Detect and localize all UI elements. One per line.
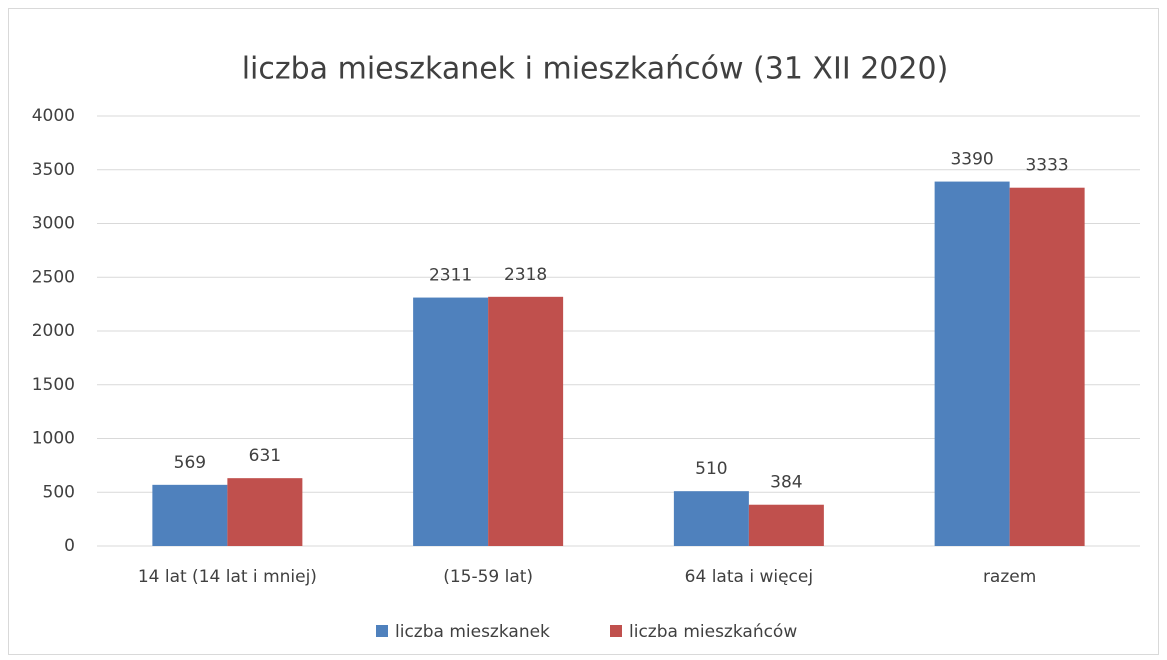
y-tick-label: 2500 xyxy=(32,267,75,287)
data-label: 510 xyxy=(695,459,727,479)
data-label: 3390 xyxy=(950,150,993,170)
y-tick-label: 2000 xyxy=(32,321,75,341)
y-tick-label: 3000 xyxy=(32,214,75,234)
legend-swatch xyxy=(376,625,388,637)
x-tick-label: 64 lata i więcej xyxy=(685,567,813,587)
bar xyxy=(1009,187,1085,546)
bar xyxy=(934,181,1010,546)
data-label: 384 xyxy=(770,473,802,493)
bar xyxy=(227,478,303,546)
bar xyxy=(748,504,824,546)
y-tick-label: 1500 xyxy=(32,375,75,395)
data-label: 3333 xyxy=(1025,156,1068,176)
y-tick-label: 0 xyxy=(64,536,75,556)
legend-swatch xyxy=(610,625,622,637)
bar xyxy=(413,297,489,546)
y-tick-label: 3500 xyxy=(32,160,75,180)
data-label: 569 xyxy=(174,453,206,473)
y-tick-label: 1000 xyxy=(32,429,75,449)
data-label: 2311 xyxy=(429,266,472,286)
bar xyxy=(488,296,564,546)
y-tick-label: 4000 xyxy=(32,106,75,126)
chart-title: liczba mieszkanek i mieszkańców (31 XII … xyxy=(242,52,949,87)
data-label: 631 xyxy=(249,446,281,466)
y-tick-label: 500 xyxy=(43,482,75,502)
x-tick-label: razem xyxy=(983,567,1036,587)
x-tick-label: (15-59 lat) xyxy=(443,567,533,587)
legend-label: liczba mieszkańców xyxy=(629,622,797,642)
data-label: 2318 xyxy=(504,265,547,285)
bar xyxy=(673,491,749,546)
bar xyxy=(152,484,228,546)
x-tick-label: 14 lat (14 lat i mniej) xyxy=(138,567,317,587)
legend-label: liczba mieszkanek xyxy=(395,622,550,642)
